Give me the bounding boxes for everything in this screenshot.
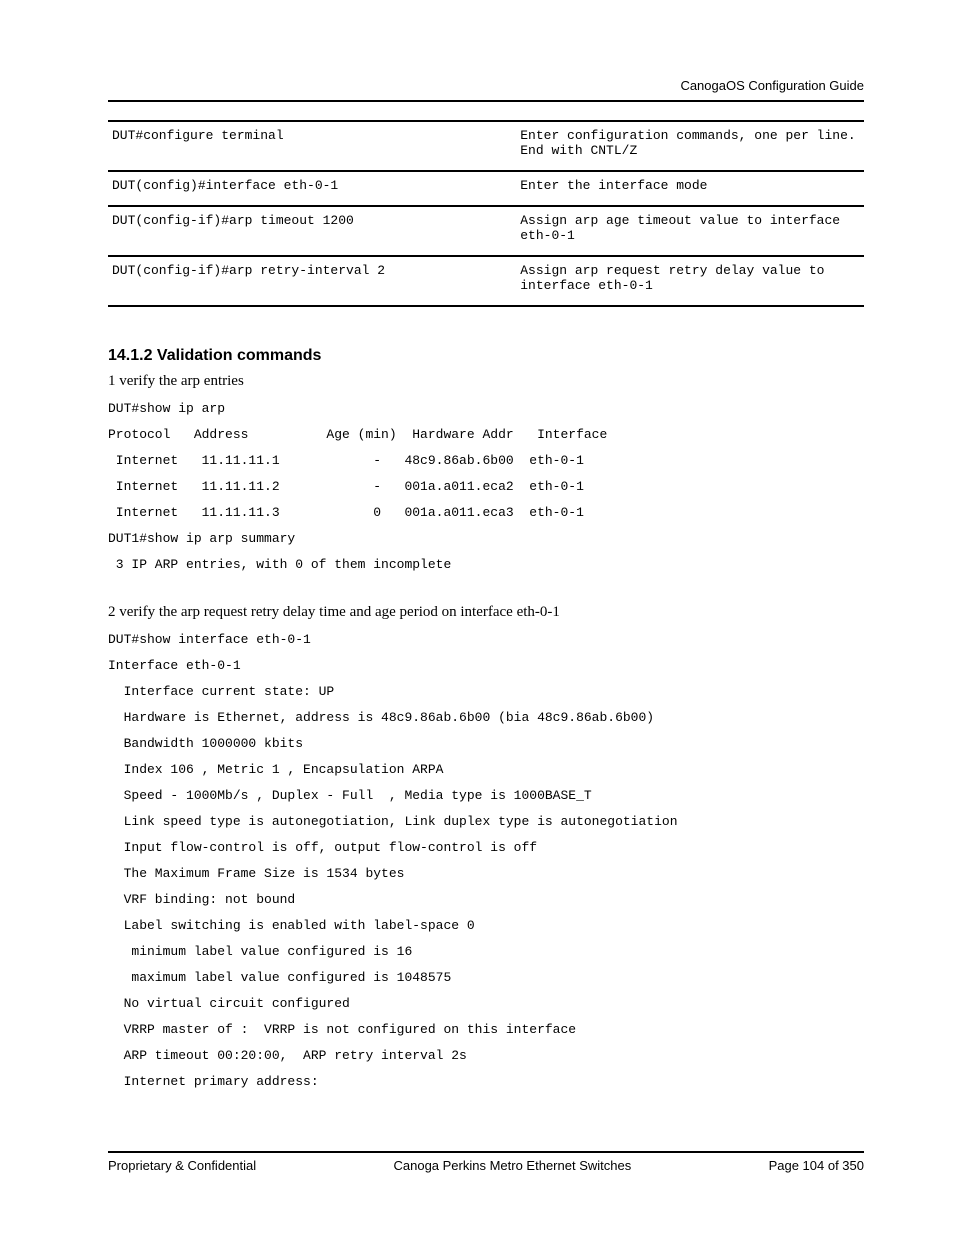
page: CanogaOS Configuration Guide DUT#configu… [0, 0, 954, 1235]
footer-rule [108, 1151, 864, 1153]
footer: Proprietary & Confidential Canoga Perkin… [108, 1158, 864, 1173]
desc-cell: Assign arp request retry delay value to … [516, 256, 864, 306]
table-row: DUT(config)#interface eth-0-1 Enter the … [108, 171, 864, 206]
cmd-cell: DUT(config-if)#arp retry-interval 2 [108, 256, 516, 306]
footer-left: Proprietary & Confidential [108, 1158, 256, 1173]
header-rule [108, 100, 864, 102]
desc-cell: Assign arp age timeout value to interfac… [516, 206, 864, 256]
table-row: DUT#configure terminal Enter configurati… [108, 121, 864, 171]
footer-center: Canoga Perkins Metro Ethernet Switches [393, 1158, 631, 1173]
code-block-1: DUT#show ip arp Protocol Address Age (mi… [108, 396, 864, 578]
table-row: DUT(config-if)#arp timeout 1200 Assign a… [108, 206, 864, 256]
sub-heading-1: 1 verify the arp entries [108, 373, 864, 390]
desc-cell: Enter configuration commands, one per li… [516, 121, 864, 171]
footer-right: Page 104 of 350 [769, 1158, 864, 1173]
sub-heading-2: 2 verify the arp request retry delay tim… [108, 604, 864, 621]
content-area: DUT#configure terminal Enter configurati… [108, 120, 864, 1095]
cmd-cell: DUT(config)#interface eth-0-1 [108, 171, 516, 206]
command-table: DUT#configure terminal Enter configurati… [108, 120, 864, 307]
table-row: DUT(config-if)#arp retry-interval 2 Assi… [108, 256, 864, 306]
code-block-2: DUT#show interface eth-0-1 Interface eth… [108, 627, 864, 1095]
desc-cell: Enter the interface mode [516, 171, 864, 206]
header-right-text: CanogaOS Configuration Guide [680, 78, 864, 93]
cmd-cell: DUT(config-if)#arp timeout 1200 [108, 206, 516, 256]
section-heading: 14.1.2 Validation commands [108, 347, 864, 365]
cmd-cell: DUT#configure terminal [108, 121, 516, 171]
